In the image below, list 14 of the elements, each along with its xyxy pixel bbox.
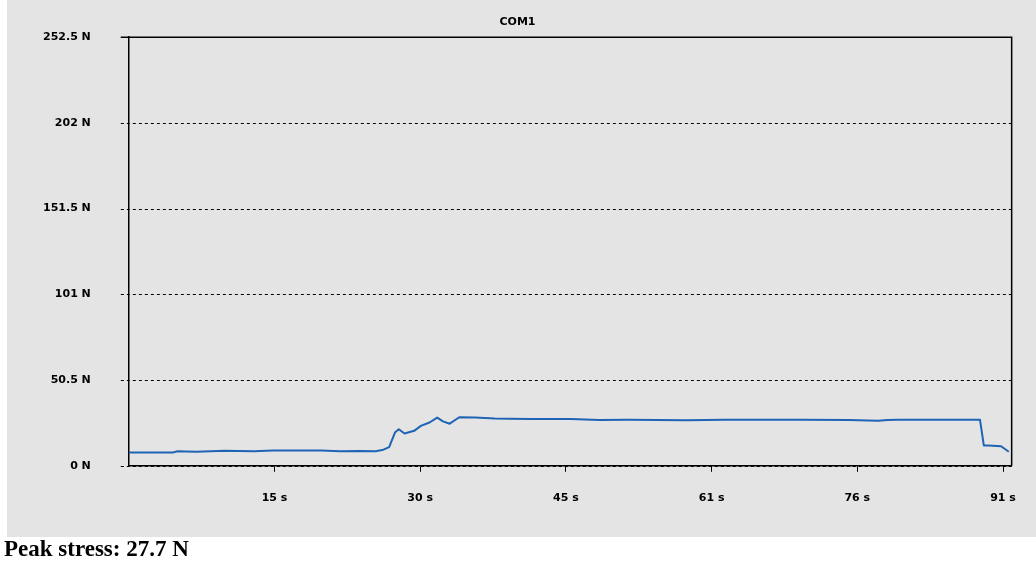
text: Peak stress: 27.7 N bbox=[4, 536, 189, 562]
y-tick-label: 50.5 N bbox=[50, 372, 91, 386]
x-tick-label: 61 s bbox=[698, 491, 725, 505]
x-tick-label: 30 s bbox=[407, 491, 434, 505]
y-tick-label: 101 N bbox=[54, 287, 91, 301]
y-tick-label: 0 N bbox=[70, 458, 91, 472]
y-tick-label: 202 N bbox=[54, 115, 91, 129]
x-tick-label: 76 s bbox=[844, 491, 871, 505]
y-tick-label: 151.5 N bbox=[42, 201, 91, 215]
x-tick-label: 15 s bbox=[261, 491, 288, 505]
x-tick-label: 45 s bbox=[553, 491, 580, 505]
y-tick-label: 252.5 N bbox=[42, 30, 91, 44]
x-tick-label: 91 s bbox=[990, 491, 1017, 505]
chart-title: COM1 bbox=[499, 15, 536, 29]
